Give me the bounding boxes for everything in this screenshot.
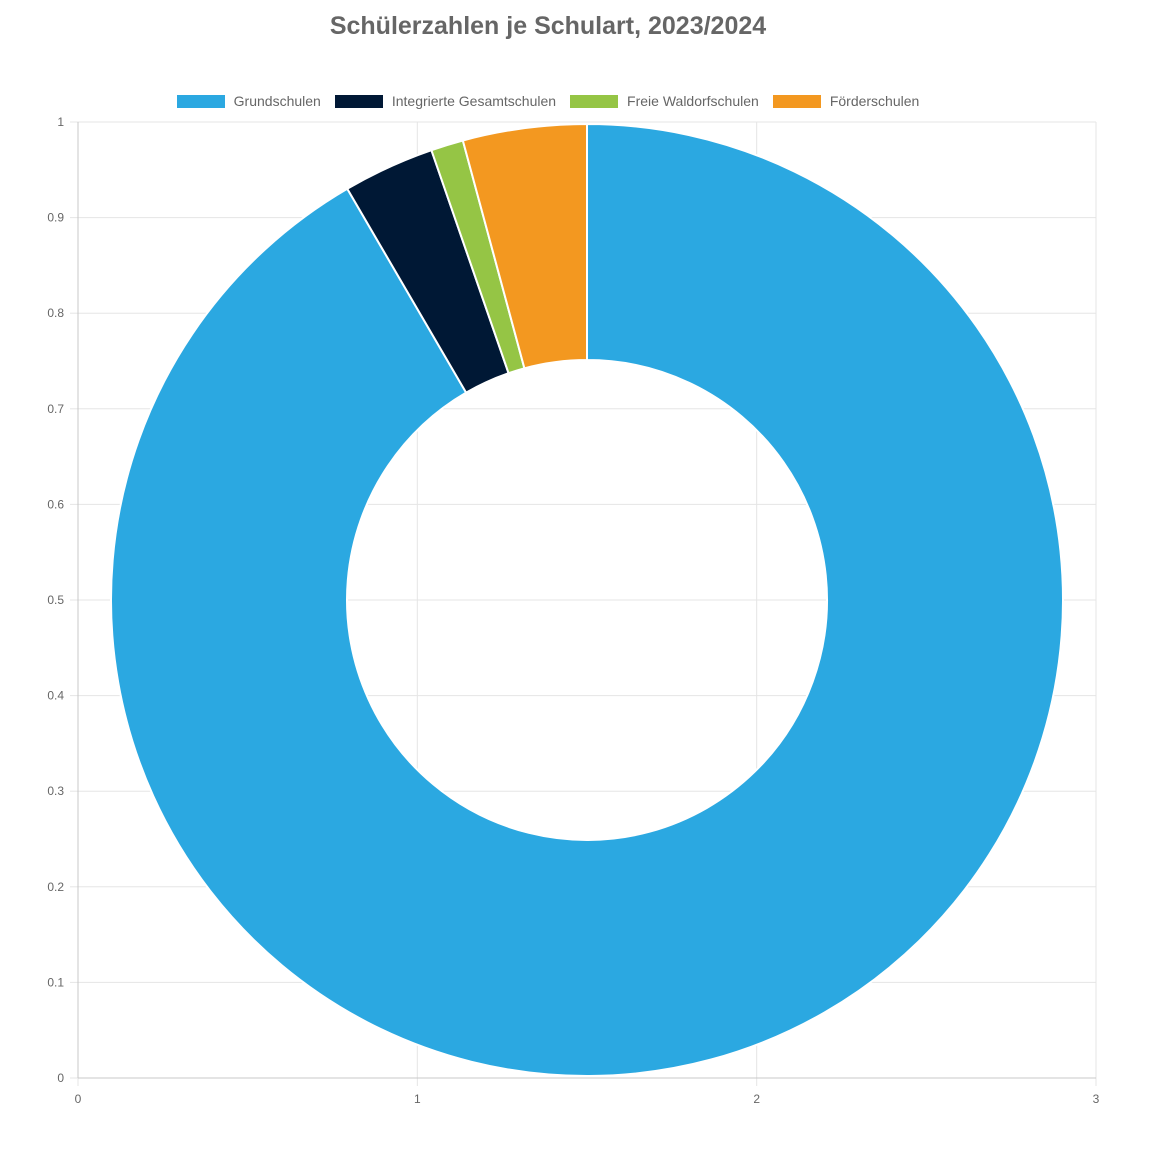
doughnut-slices	[110, 122, 1064, 1077]
legend-label-foerderschulen: Förderschulen	[829, 93, 920, 109]
x-tick-label-2: 2	[753, 1092, 760, 1106]
y-tick-label-0: 0	[57, 1071, 64, 1085]
legend-swatch-grundschulen	[176, 94, 225, 108]
legend-item-foerderschulen[interactable]: Förderschulen	[772, 93, 920, 109]
x-tick-label-0: 0	[75, 1092, 82, 1106]
legend-item-integrierte-gesamtschulen[interactable]: Integrierte Gesamtschulen	[334, 93, 557, 109]
y-tick-label-10: 1	[57, 115, 64, 129]
y-tick-label-4: 0.4	[47, 689, 64, 703]
y-tick-label-1: 0.1	[47, 975, 64, 989]
legend-label-integrierte-gesamtschulen: Integrierte Gesamtschulen	[391, 93, 557, 109]
legend-swatch-freie-waldorfschulen	[570, 94, 619, 108]
legend-label-freie-waldorfschulen: Freie Waldorfschulen	[627, 93, 759, 109]
legend-swatch-foerderschulen	[772, 94, 821, 108]
legend-swatch-integrierte-gesamtschulen	[334, 94, 383, 108]
y-tick-label-5: 0.5	[47, 593, 64, 607]
slice-foerderschulen[interactable]	[461, 122, 588, 370]
legend-item-freie-waldorfschulen[interactable]: Freie Waldorfschulen	[570, 93, 759, 109]
y-tick-label-7: 0.7	[47, 402, 64, 416]
legend: Grundschulen Integrierte Gesamtschulen F…	[0, 93, 1096, 109]
y-tick-label-3: 0.3	[47, 784, 64, 798]
x-tick-label-3: 3	[1093, 1092, 1100, 1106]
y-tick-label-2: 0.2	[47, 880, 64, 894]
axis-ticks: 0 0.1 0.2 0.3 0.4 0.5 0.6 0.7 0.8 0.9 1 0 1 2 3	[47, 115, 1099, 1106]
y-tick-label-6: 0.6	[47, 497, 64, 511]
y-tick-label-9: 0.9	[47, 211, 64, 225]
legend-label-grundschulen: Grundschulen	[233, 93, 321, 109]
x-tick-label-1: 1	[414, 1092, 421, 1106]
legend-item-grundschulen[interactable]: Grundschulen	[176, 93, 321, 109]
y-tick-label-8: 0.8	[47, 306, 64, 320]
slice-grundschulen[interactable]	[110, 122, 1064, 1077]
chart-title: Schülerzahlen je Schulart, 2023/2024	[329, 12, 767, 40]
